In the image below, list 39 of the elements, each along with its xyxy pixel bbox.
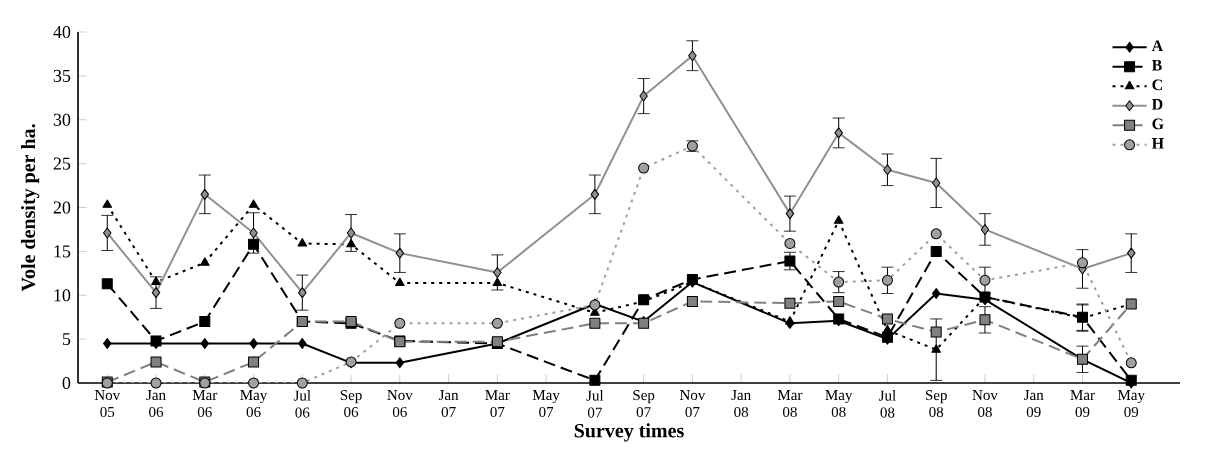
legend-label: H: [1151, 138, 1164, 149]
x-tick-label: Jan 06: [146, 390, 166, 418]
legend-label: B: [1151, 59, 1162, 71]
x-tick-label: Nov 08: [972, 390, 998, 418]
x-tick-label: Jul 06: [293, 390, 311, 418]
x-tick-label: Mar 08: [777, 390, 803, 418]
x-tick-label: Jan 09: [1024, 390, 1044, 418]
x-tick-label: Jan 08: [731, 390, 751, 418]
y-tick-label: 30: [53, 113, 71, 126]
x-tick-label: May 08: [825, 390, 853, 418]
x-axis-title: Survey times: [574, 423, 684, 442]
y-tick-label: 35: [53, 69, 71, 82]
x-tick-label: May 07: [532, 390, 560, 418]
y-tick-label: 40: [53, 25, 71, 39]
legend-label: C: [1152, 79, 1162, 91]
x-tick-label: Jan 07: [438, 390, 459, 418]
x-tick-label: Nov 06: [387, 390, 413, 418]
x-tick-label: Nov 07: [679, 390, 706, 418]
x-tick-label: Nov 05: [94, 390, 121, 418]
x-tick-label: Mar 09: [1070, 390, 1095, 418]
x-tick-label: Jul 07: [586, 390, 604, 418]
y-tick-label: 20: [53, 201, 71, 214]
x-tick-label: May 09: [1117, 390, 1145, 418]
y-axis-title: Vole density per ha.: [21, 124, 40, 292]
x-tick-label: Sep 06: [340, 390, 362, 418]
legend-label: G: [1152, 118, 1164, 130]
y-tick-label: 10: [54, 289, 71, 302]
x-tick-label: Jul 08: [879, 390, 896, 418]
y-tick-label: 0: [62, 376, 71, 390]
y-tick-label: 15: [54, 245, 71, 258]
x-tick-label: Mar 06: [192, 390, 218, 418]
y-tick-label: 5: [62, 333, 71, 346]
legend-label: D: [1151, 99, 1163, 110]
x-tick-label: Mar 07: [485, 390, 510, 418]
x-tick-label: May 06: [240, 390, 268, 418]
legend-label: A: [1151, 40, 1164, 51]
x-tick-label: Sep 07: [633, 390, 655, 418]
y-tick-label: 25: [53, 157, 71, 170]
x-tick-label: Sep 08: [925, 390, 947, 418]
